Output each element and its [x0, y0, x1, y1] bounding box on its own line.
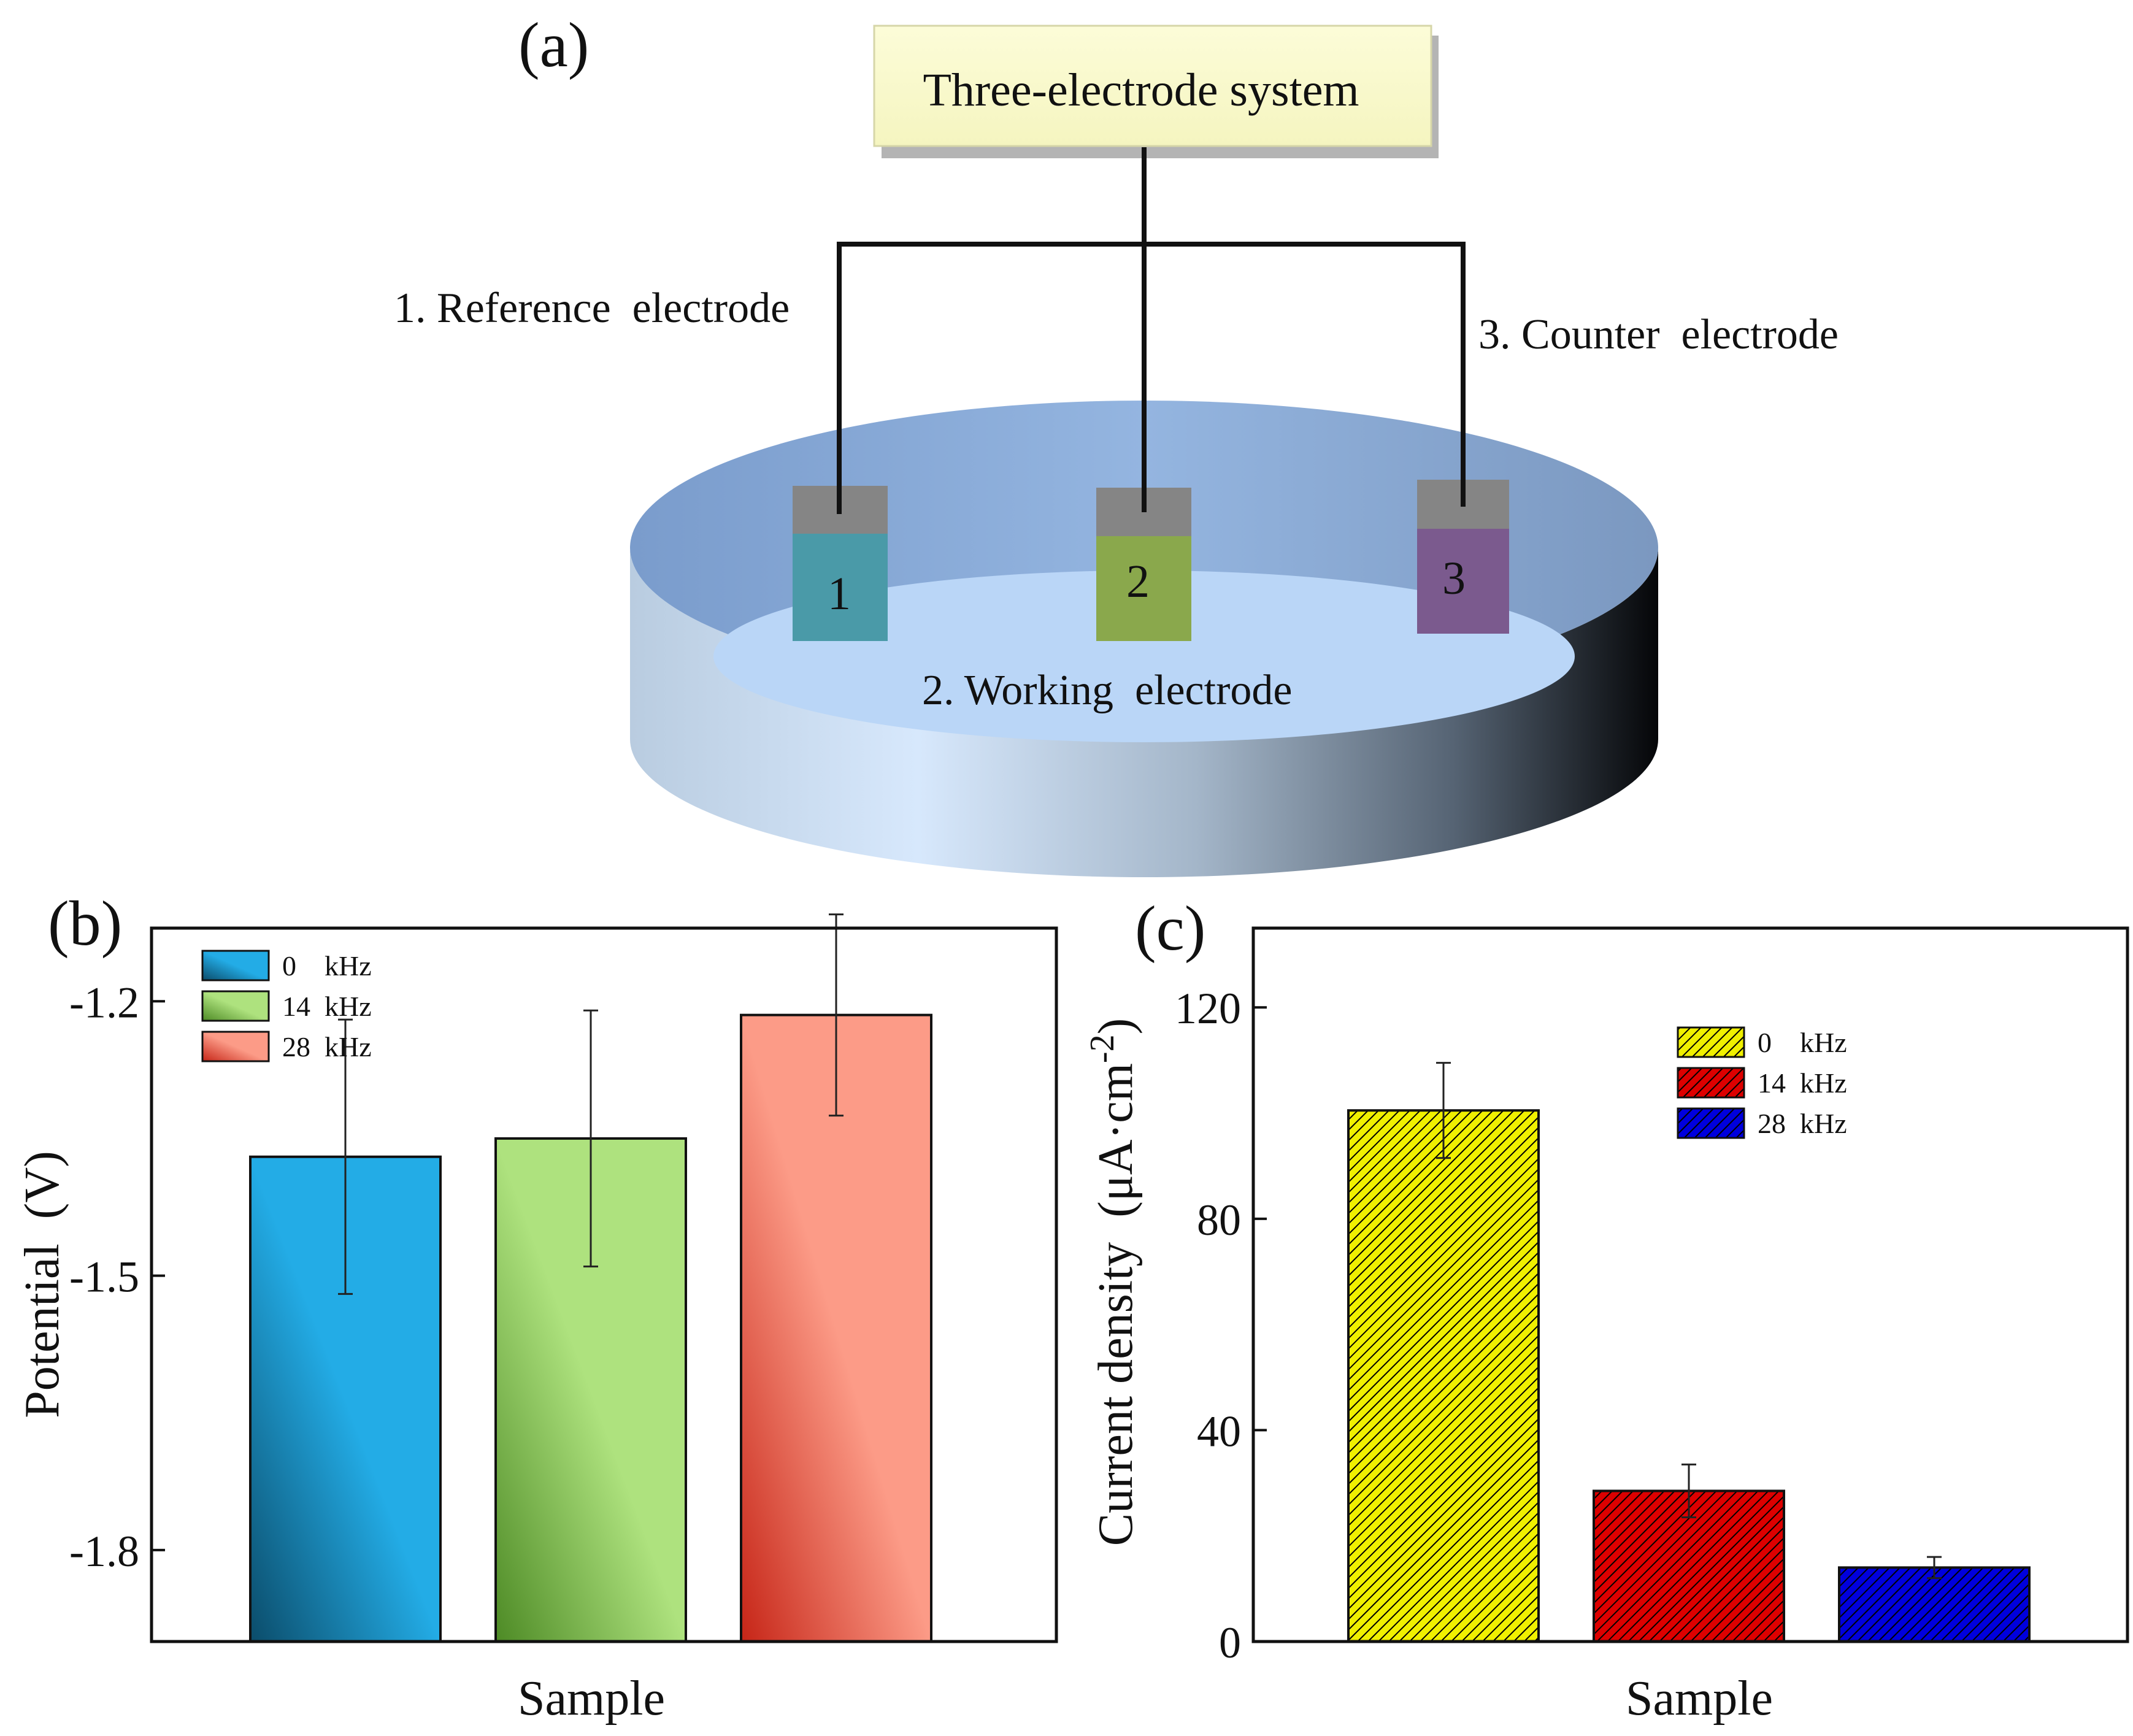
c-y-tick-label-0: 0 — [1219, 1618, 1241, 1667]
electrode-2: 2 — [1096, 488, 1191, 641]
panel-c-y-axis-label: Current density (μA·cm-2) — [1083, 1018, 1143, 1546]
c-y-tick-label-2: 80 — [1197, 1196, 1241, 1245]
c-legend-label-2: 28 kHz — [1758, 1108, 1847, 1139]
working-electrode-label: 2. Working electrode — [922, 667, 1292, 714]
panel-b-x-axis-label: Sample — [518, 1672, 665, 1726]
b-y-tick-label-0: -1.8 — [69, 1527, 139, 1576]
c-bar-0 — [1347, 1109, 1540, 1643]
panel-c-y-axis-label-sup: -2 — [1083, 1034, 1121, 1063]
b-legend-swatch-2 — [201, 1031, 270, 1062]
electrode-3-number: 3 — [1442, 553, 1466, 604]
electrode-3: 3 — [1417, 480, 1509, 634]
b-legend-swatch-1 — [201, 990, 270, 1022]
b-legend-swatch-0 — [201, 950, 270, 981]
b-y-tick-label-2: -1.2 — [69, 978, 139, 1027]
panel-c-x-axis-label: Sample — [1626, 1672, 1773, 1726]
c-y-tick-label-3: 120 — [1175, 984, 1241, 1033]
reference-electrode-label: 1. Reference electrode — [394, 285, 790, 332]
panel-c-label: (c) — [1135, 893, 1205, 964]
b-y-tick-label-1: -1.5 — [69, 1253, 139, 1302]
b-legend-label-1: 14 kHz — [282, 991, 372, 1022]
panel-b-label: (b) — [48, 888, 122, 959]
c-legend-label-1: 14 kHz — [1758, 1067, 1847, 1099]
panel-c-frame — [1251, 926, 2129, 1643]
system-label: Three-electrode system — [923, 64, 1359, 116]
b-legend-label-0: 0 kHz — [282, 950, 372, 981]
c-legend-swatch-2 — [1677, 1107, 1745, 1139]
panel-c-y-axis-label-close: ) — [1089, 1018, 1143, 1035]
electrode-1-number: 1 — [828, 568, 851, 620]
panel-b-y-axis-label: Potential (V) — [15, 1151, 69, 1418]
b-legend-label-2: 28 kHz — [282, 1031, 372, 1062]
panel-a-label: (a) — [518, 10, 589, 80]
panel-b-frame — [150, 926, 1058, 1643]
counter-electrode-label: 3. Counter electrode — [1478, 311, 1839, 358]
panel-c-y-axis-label-main: Current density (μA·cm — [1089, 1063, 1143, 1546]
electrode-1-body — [793, 532, 888, 641]
c-legend-swatch-1 — [1677, 1067, 1745, 1099]
electrode-1: 1 — [793, 486, 888, 641]
dish-liquid-surface — [713, 570, 1575, 742]
electrode-wires — [837, 147, 1466, 514]
c-legend-swatch-0 — [1677, 1026, 1745, 1058]
electrode-3-body — [1417, 528, 1509, 634]
c-legend-label-0: 0 kHz — [1758, 1027, 1847, 1058]
c-y-tick-label-1: 40 — [1197, 1407, 1241, 1456]
panel-c-chart: (c) 0 40 80 120 0 kHz 14 kHz 28 kHz Sample Cu… — [1083, 893, 2129, 1726]
panel-a-diagram: (a) Three-electrode system 1 2 — [394, 10, 1839, 877]
system-box — [873, 25, 1432, 147]
c-bar-2 — [1838, 1566, 2031, 1643]
electrode-2-number: 2 — [1126, 556, 1150, 607]
electrode-2-body — [1096, 535, 1191, 641]
b-bar-2 — [740, 1013, 932, 1643]
panel-b-chart: (b) -1.8 -1.5 -1.2 0 kHz 14 kHz 28 kHz Sampl… — [15, 888, 1058, 1726]
